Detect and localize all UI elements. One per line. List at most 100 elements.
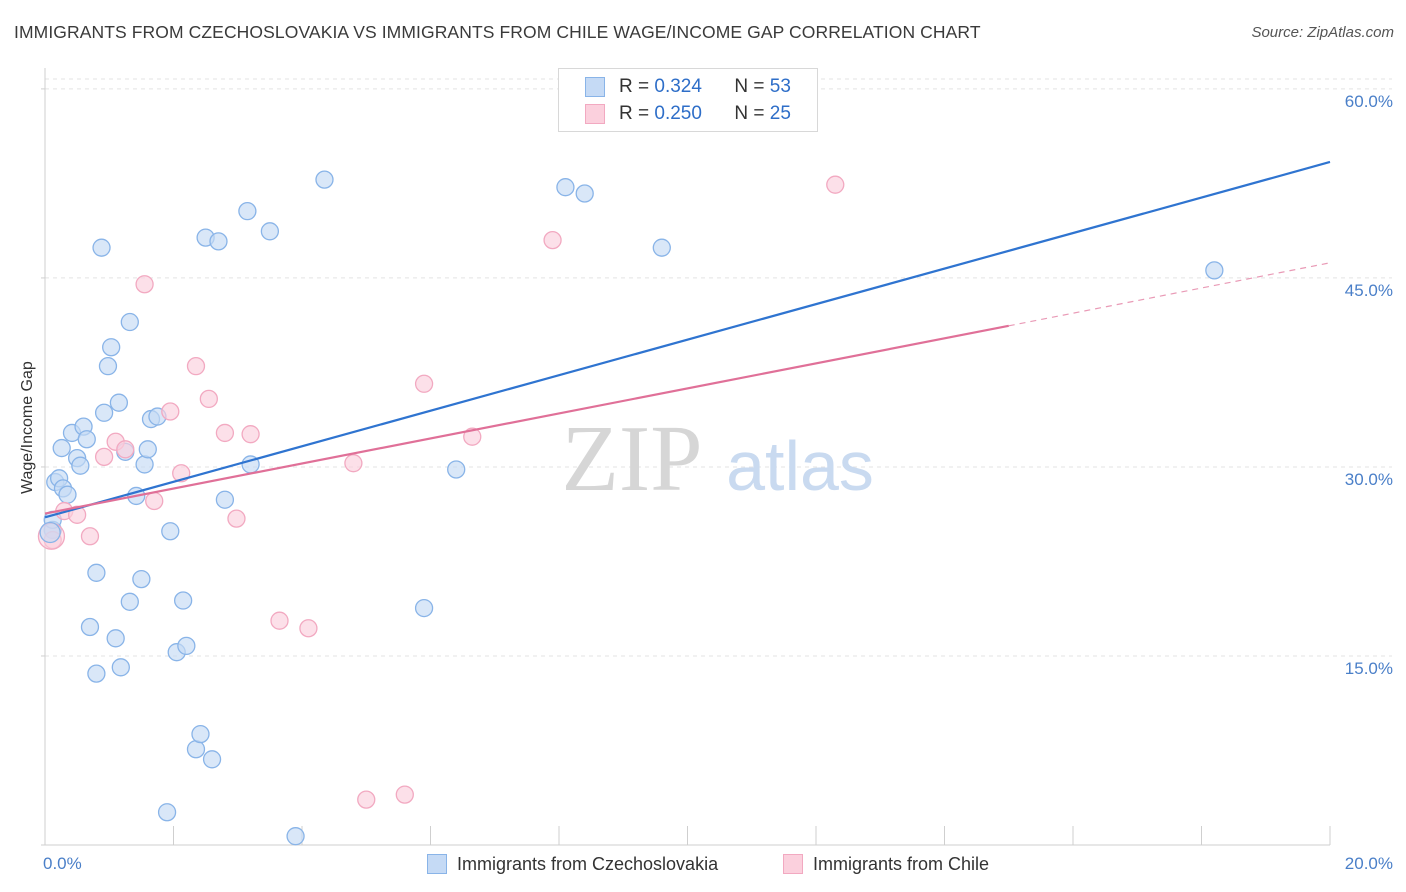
- legend-item-czechoslovakia: Immigrants from Czechoslovakia: [427, 851, 718, 877]
- r-label: R =: [619, 76, 650, 97]
- data-point: [556, 178, 575, 197]
- chart-title: IMMIGRANTS FROM CZECHOSLOVAKIA VS IMMIGR…: [14, 22, 981, 42]
- r-label: R =: [619, 103, 650, 124]
- data-point: [132, 569, 151, 589]
- data-point: [106, 629, 125, 648]
- data-point: [111, 658, 130, 677]
- data-point: [157, 803, 177, 822]
- legend-swatch-czechoslovakia: [427, 854, 447, 874]
- data-point: [80, 527, 100, 546]
- axes: [41, 68, 1331, 846]
- data-point: [215, 490, 235, 509]
- data-point: [463, 427, 482, 446]
- tick-labels: 15.0% 30.0% 45.0% 60.0% 0.0% 20.0%: [43, 92, 1393, 873]
- swatch-czechoslovakia: [585, 77, 605, 97]
- legend-swatch-chile: [783, 854, 803, 874]
- data-point: [98, 356, 118, 376]
- n-label: N =: [734, 103, 765, 124]
- data-point: [215, 423, 235, 443]
- data-point: [575, 184, 594, 203]
- n-value: 53: [769, 76, 791, 97]
- data-point: [87, 664, 106, 683]
- y-tick-label: 60.0%: [1345, 92, 1393, 111]
- data-point: [270, 611, 289, 630]
- data-point: [80, 617, 100, 637]
- legend-label-chile: Immigrants from Chile: [813, 853, 990, 874]
- data-point: [177, 636, 196, 656]
- y-tick-label: 15.0%: [1345, 659, 1393, 678]
- data-point: [87, 563, 106, 582]
- data-point: [161, 402, 180, 421]
- data-point: [1205, 261, 1224, 280]
- data-point: [135, 455, 154, 474]
- legend-item-chile: Immigrants from Chile: [783, 851, 989, 877]
- trend-lines: [44, 160, 1331, 519]
- data-point: [652, 238, 671, 257]
- data-point: [395, 785, 414, 804]
- data-point: [191, 724, 210, 744]
- data-point: [227, 509, 246, 528]
- watermark-zip: ZIP: [562, 407, 703, 511]
- data-point: [202, 750, 222, 769]
- trend-line-dashed-1: [1008, 262, 1331, 327]
- data-point: [116, 440, 135, 459]
- watermark-atlas: atlas: [726, 427, 874, 505]
- stats-row-czechoslovakia: R = 0.324 N = 53: [585, 75, 791, 99]
- data-point: [186, 740, 206, 759]
- data-point: [77, 430, 96, 449]
- stats-row-chile: R = 0.250 N = 25: [585, 102, 791, 126]
- data-point: [120, 592, 139, 611]
- data-point: [58, 485, 77, 504]
- data-points: [37, 170, 1224, 846]
- swatch-chile: [585, 104, 605, 124]
- data-point: [357, 790, 376, 809]
- data-point: [209, 232, 228, 251]
- data-point: [414, 598, 434, 618]
- legend-label-czechoslovakia: Immigrants from Czechoslovakia: [457, 853, 719, 874]
- series-points-0: [43, 170, 1224, 846]
- trend-line-1: [44, 324, 1009, 515]
- data-point: [52, 438, 71, 458]
- data-point: [135, 275, 154, 294]
- r-value: 0.250: [654, 103, 702, 124]
- stats-legend: R = 0.324 N = 53 R = 0.250 N = 25: [558, 68, 818, 132]
- data-point: [102, 338, 121, 357]
- watermark: ZIP atlas: [562, 407, 874, 511]
- data-point-cluster: [39, 521, 61, 544]
- data-point: [199, 389, 218, 409]
- data-point: [447, 460, 466, 479]
- n-value: 25: [769, 103, 791, 124]
- data-point: [241, 425, 260, 444]
- y-tick-label: 45.0%: [1345, 281, 1393, 300]
- data-point: [186, 356, 206, 376]
- series-points-1: [43, 175, 845, 809]
- data-point: [94, 403, 114, 422]
- data-point: [414, 374, 434, 393]
- data-point: [315, 170, 334, 189]
- data-point: [109, 393, 129, 412]
- x-tick-label: 0.0%: [43, 854, 82, 873]
- data-point: [826, 175, 845, 194]
- data-point: [286, 827, 305, 846]
- data-point: [260, 222, 280, 241]
- r-value: 0.324: [654, 76, 702, 97]
- data-point: [94, 447, 114, 467]
- grid-lines: [45, 78, 1392, 657]
- data-point: [71, 456, 90, 475]
- data-point: [299, 619, 318, 638]
- data-point: [145, 491, 164, 511]
- data-point: [161, 522, 180, 541]
- data-point: [238, 201, 257, 221]
- trend-line-0: [44, 160, 1331, 519]
- data-point: [120, 312, 139, 332]
- data-point: [543, 230, 562, 250]
- data-point: [92, 238, 111, 257]
- data-point: [173, 591, 193, 610]
- data-point: [138, 440, 157, 459]
- x-tick-label: 20.0%: [1345, 854, 1393, 873]
- y-tick-label: 30.0%: [1345, 470, 1393, 489]
- n-label: N =: [734, 76, 765, 97]
- data-point: [344, 454, 363, 473]
- source-label: Source: ZipAtlas.com: [1251, 24, 1394, 41]
